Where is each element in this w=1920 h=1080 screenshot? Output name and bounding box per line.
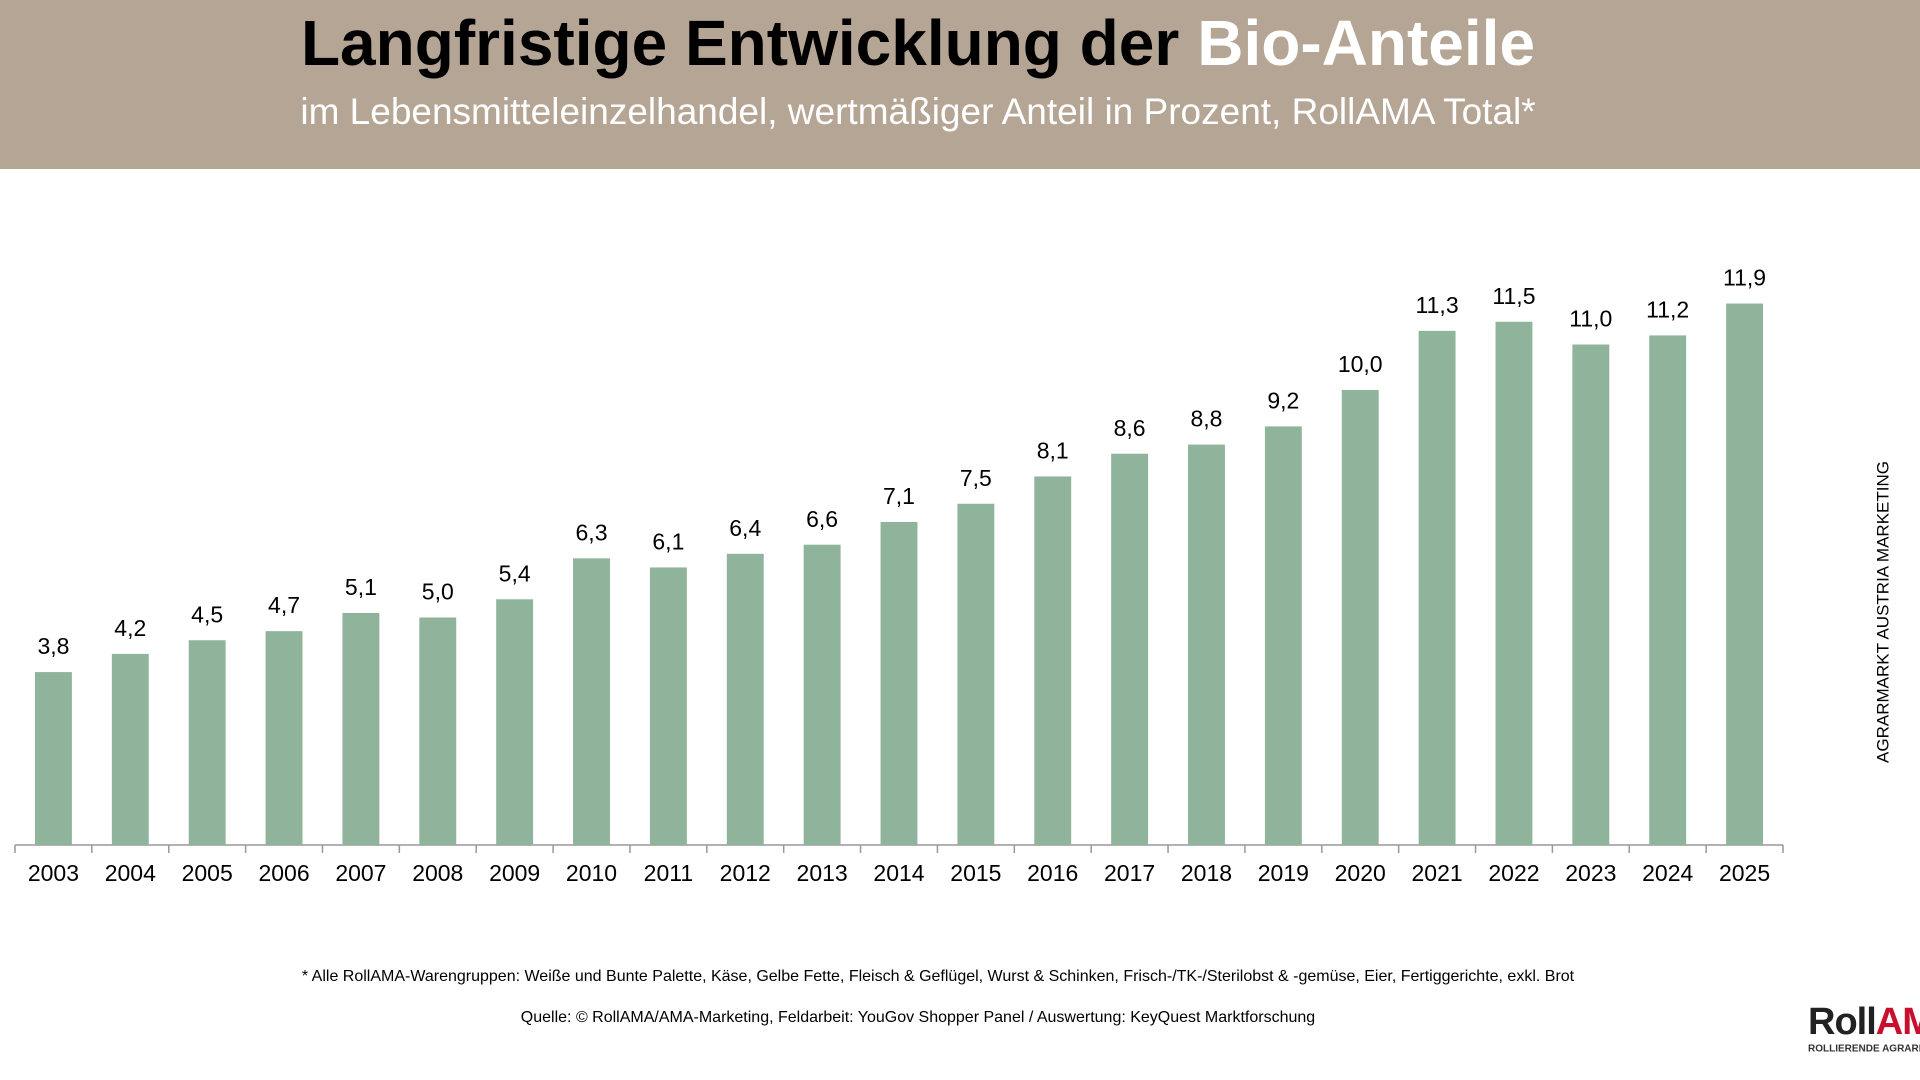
value-label: 8,8 bbox=[1190, 406, 1222, 432]
x-tick-label: 2006 bbox=[258, 860, 309, 886]
header-band bbox=[0, 0, 1920, 169]
x-tick-label: 2005 bbox=[182, 860, 233, 886]
x-tick-label: 2014 bbox=[873, 860, 924, 886]
side-note: AGRARMARKT AUSTRIA MARKETING bbox=[1873, 461, 1892, 763]
value-label: 10,0 bbox=[1338, 351, 1383, 377]
bar bbox=[419, 617, 457, 845]
bar bbox=[649, 567, 687, 845]
value-label: 4,7 bbox=[268, 592, 300, 618]
x-tick-label: 2004 bbox=[105, 860, 156, 886]
value-label: 6,3 bbox=[576, 519, 608, 545]
logo-tagline: ROLLIERENDE AGRARMARKT-ANALYSE bbox=[1808, 1044, 1920, 1055]
x-tick-label: 2017 bbox=[1104, 860, 1155, 886]
value-label: 8,1 bbox=[1037, 438, 1069, 464]
bar bbox=[803, 544, 841, 845]
value-label: 5,0 bbox=[422, 579, 454, 605]
value-label: 5,1 bbox=[345, 574, 377, 600]
bar bbox=[1726, 303, 1764, 845]
bar bbox=[1034, 476, 1072, 845]
x-tick-label: 2003 bbox=[28, 860, 79, 886]
x-tick-label: 2012 bbox=[720, 860, 771, 886]
x-tick-label: 2024 bbox=[1642, 860, 1693, 886]
x-tick-label: 2018 bbox=[1181, 860, 1232, 886]
bar bbox=[1111, 453, 1149, 845]
bar bbox=[1572, 344, 1610, 845]
x-tick-label: 2019 bbox=[1258, 860, 1309, 886]
bar bbox=[880, 521, 918, 845]
bar bbox=[1495, 321, 1533, 845]
bar bbox=[342, 612, 380, 845]
title-main: Langfristige Entwicklung der bbox=[301, 7, 1179, 79]
value-label: 5,4 bbox=[499, 560, 531, 586]
x-tick-label: 2011 bbox=[644, 860, 693, 886]
bar bbox=[1341, 390, 1379, 845]
bar bbox=[34, 672, 72, 845]
x-tick-label: 2023 bbox=[1565, 860, 1616, 886]
x-tick-label: 2021 bbox=[1412, 860, 1463, 886]
logo: RollAMA bbox=[1808, 1001, 1920, 1043]
chart-title: Langfristige Entwicklung der Bio-Anteile bbox=[301, 7, 1535, 79]
value-label: 11,2 bbox=[1646, 296, 1689, 322]
value-label: 11,5 bbox=[1492, 283, 1535, 309]
logo-ama: AMA bbox=[1876, 1001, 1920, 1043]
x-tick-label: 2022 bbox=[1488, 860, 1539, 886]
bar bbox=[1649, 335, 1687, 845]
bar bbox=[1188, 444, 1225, 845]
value-label: 3,8 bbox=[37, 633, 69, 659]
bar bbox=[573, 558, 610, 845]
bar bbox=[957, 503, 995, 845]
value-label: 7,1 bbox=[883, 483, 915, 509]
value-label: 7,5 bbox=[960, 465, 992, 491]
value-label: 11,9 bbox=[1723, 265, 1766, 291]
bar bbox=[726, 553, 764, 845]
value-label: 6,6 bbox=[806, 506, 838, 532]
bar bbox=[265, 631, 303, 845]
x-tick-label: 2009 bbox=[489, 860, 540, 886]
footnote: * Alle RollAMA-Warengruppen: Weiße und B… bbox=[302, 968, 1575, 985]
x-tick-label: 2013 bbox=[797, 860, 848, 886]
x-tick-label: 2008 bbox=[412, 860, 463, 886]
bar bbox=[1418, 330, 1456, 846]
value-label: 6,1 bbox=[652, 529, 684, 555]
value-label: 4,5 bbox=[191, 601, 223, 627]
logo-roll: Roll bbox=[1808, 1001, 1876, 1043]
value-label: 8,6 bbox=[1114, 415, 1146, 441]
x-tick-label: 2025 bbox=[1719, 860, 1770, 886]
value-label: 6,4 bbox=[729, 515, 761, 541]
bar bbox=[1264, 426, 1302, 845]
bar bbox=[111, 653, 149, 845]
source: Quelle: © RollAMA/AMA-Marketing, Feldarb… bbox=[521, 1009, 1315, 1026]
subtitle: im Lebensmitteleinzelhandel, wertmäßiger… bbox=[300, 91, 1535, 132]
value-label: 11,3 bbox=[1416, 292, 1459, 318]
title-highlight: Bio-Anteile bbox=[1197, 7, 1535, 79]
x-tick-label: 2015 bbox=[950, 860, 1001, 886]
x-tick-label: 2010 bbox=[566, 860, 617, 886]
x-tick-label: 2016 bbox=[1027, 860, 1078, 886]
x-tick-label: 2020 bbox=[1335, 860, 1386, 886]
value-label: 9,2 bbox=[1267, 387, 1299, 413]
bar bbox=[188, 640, 226, 845]
bar bbox=[496, 599, 534, 845]
value-label: 4,2 bbox=[114, 615, 146, 641]
x-tick-label: 2007 bbox=[335, 860, 386, 886]
value-label: 11,0 bbox=[1569, 306, 1612, 332]
